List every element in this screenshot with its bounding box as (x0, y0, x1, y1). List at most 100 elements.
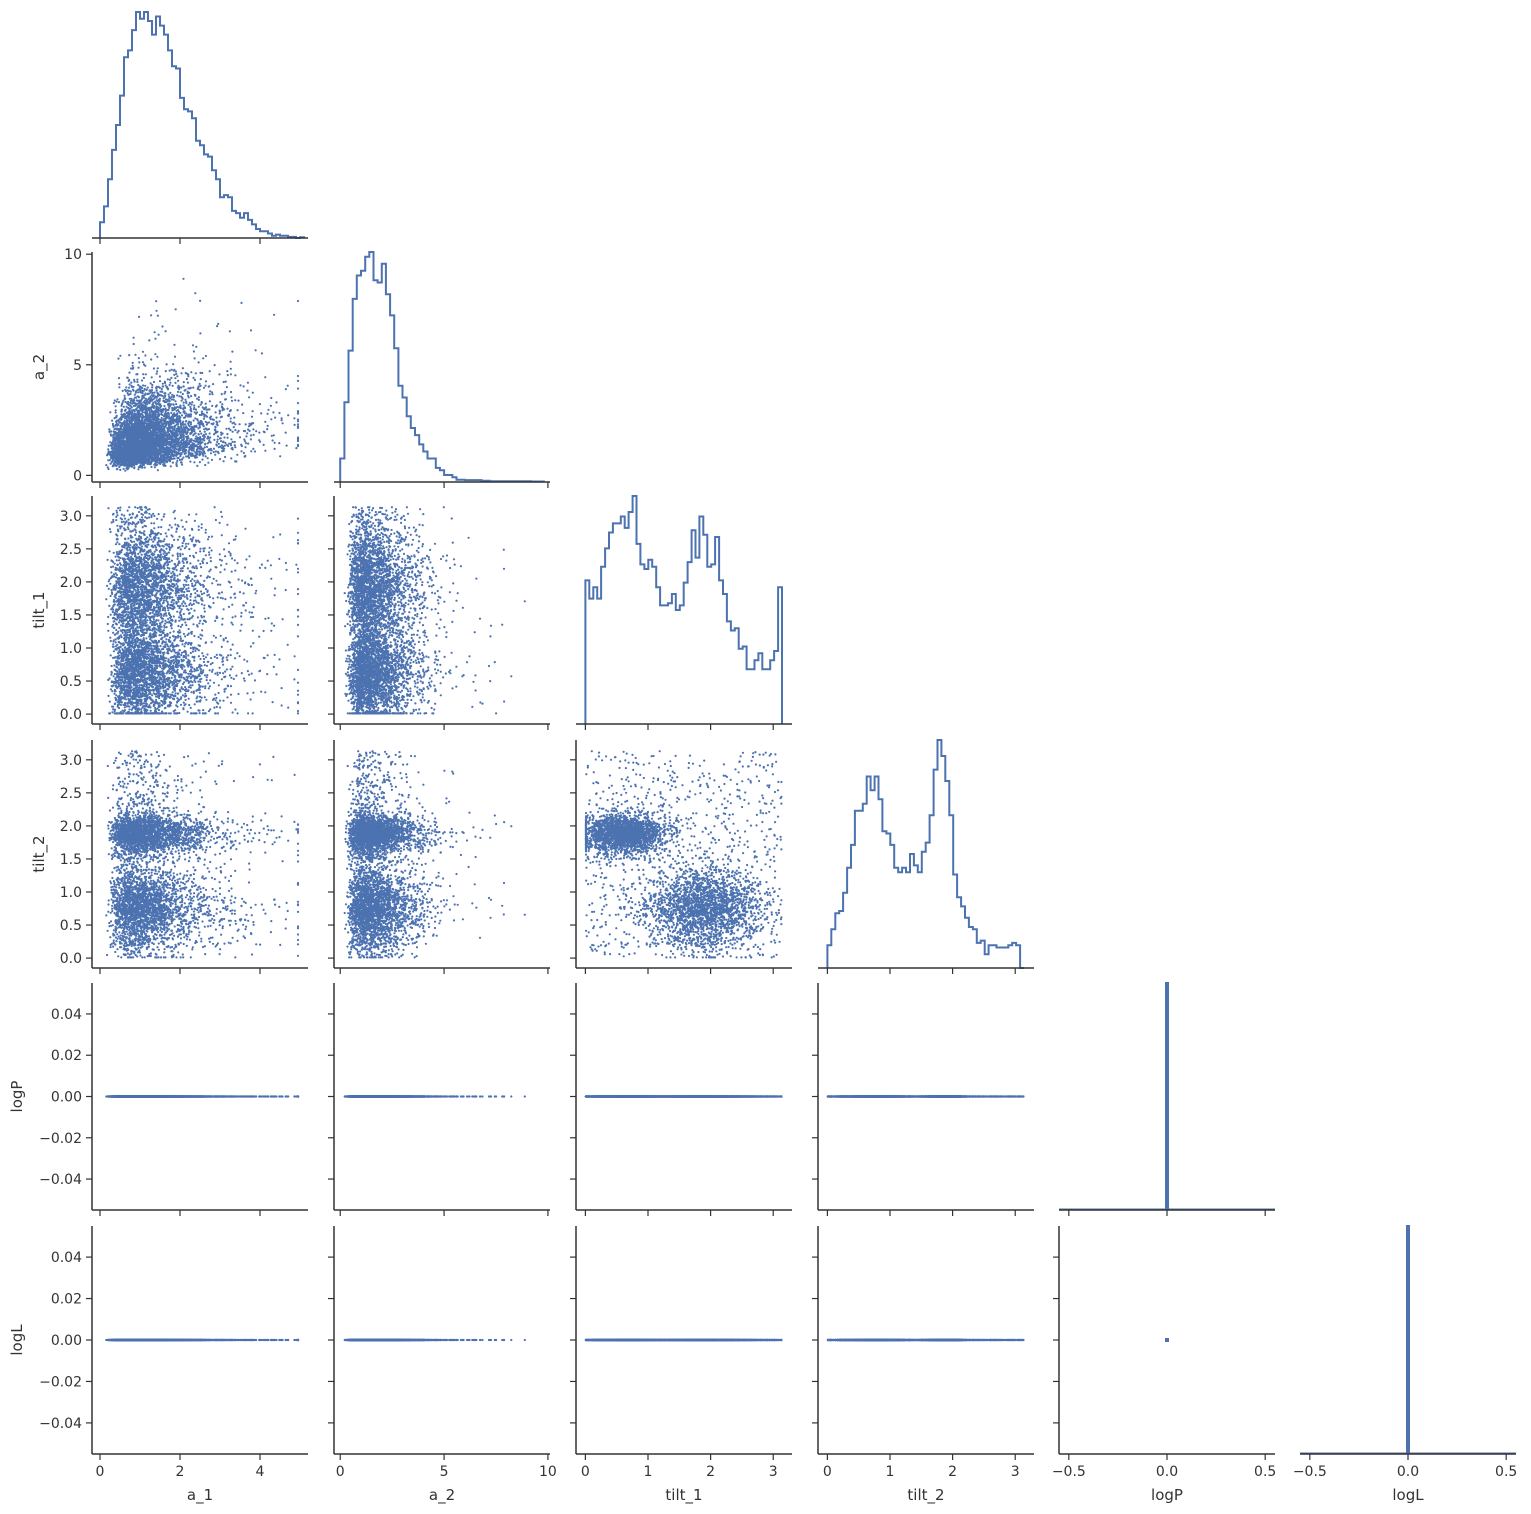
scatter-point (130, 385, 132, 387)
scatter-point (124, 435, 126, 437)
scatter-point (134, 394, 136, 396)
scatter-point (148, 339, 150, 341)
scatter-point (185, 444, 187, 446)
scatter-point (137, 419, 139, 421)
scatter-point (143, 377, 145, 379)
scatter-point (239, 423, 241, 425)
scatter-point (127, 394, 129, 396)
scatter-point (164, 408, 166, 410)
scatter-point (198, 433, 200, 435)
scatter-point (146, 440, 148, 442)
scatter-point (166, 409, 168, 411)
scatter-point (218, 373, 220, 375)
scatter-point (183, 385, 185, 387)
scatter-point (173, 399, 175, 401)
scatter-point (176, 375, 178, 377)
scatter-point (221, 450, 223, 452)
scatter-point (141, 434, 143, 436)
scatter-point (180, 425, 182, 427)
scatter-point (132, 419, 134, 421)
scatter-point (230, 391, 232, 393)
scatter-point (150, 463, 152, 465)
scatter-point (147, 425, 149, 427)
scatter-point (133, 467, 135, 469)
scatter-point (176, 412, 178, 414)
scatter-point (172, 414, 174, 416)
scatter-point (108, 445, 110, 447)
scatter-point (169, 447, 171, 449)
scatter-point (230, 457, 232, 459)
scatter-point (165, 413, 167, 415)
scatter-point (133, 390, 135, 392)
scatter-point (297, 375, 299, 377)
scatter-point (275, 401, 277, 403)
scatter-point (198, 399, 200, 401)
scatter-point (122, 390, 124, 392)
scatter-point (234, 441, 236, 443)
scatter-point (201, 401, 203, 403)
scatter-point (136, 438, 138, 440)
scatter-point (141, 390, 143, 392)
scatter-point (215, 421, 217, 423)
scatter-point (133, 343, 135, 345)
scatter-point (294, 424, 296, 426)
scatter-point (134, 397, 136, 399)
scatter-point (115, 405, 117, 407)
scatter-point (118, 383, 120, 385)
scatter-point (205, 433, 207, 435)
scatter-point (230, 368, 232, 370)
scatter-point (297, 425, 299, 427)
scatter-point (169, 382, 171, 384)
scatter-point (185, 372, 187, 374)
scatter-point (145, 456, 147, 458)
scatter-point (230, 438, 232, 440)
scatter-point (201, 411, 203, 413)
scatter-point (142, 351, 144, 353)
scatter-point (176, 457, 178, 459)
scatter-point (154, 353, 156, 355)
scatter-point (138, 389, 140, 391)
scatter-point (285, 388, 287, 390)
scatter-point (221, 393, 223, 395)
scatter-point (255, 349, 257, 351)
scatter-point (190, 446, 192, 448)
scatter-point (144, 354, 146, 356)
scatter-point (137, 434, 139, 436)
scatter-point (141, 443, 143, 445)
scatter-point (198, 396, 200, 398)
scatter-point (124, 454, 126, 456)
scatter-point (118, 401, 120, 403)
scatter-point (126, 406, 128, 408)
scatter-point (136, 409, 138, 411)
scatter-point (193, 419, 195, 421)
scatter-point (170, 377, 172, 379)
scatter-point (124, 401, 126, 403)
scatter-point (171, 447, 173, 449)
scatter-point (135, 436, 137, 438)
scatter-point (197, 427, 199, 429)
scatter-point (174, 356, 176, 358)
scatter-point (157, 414, 159, 416)
scatter-point (137, 468, 139, 470)
scatter-point (145, 419, 147, 421)
scatter-point (133, 450, 135, 452)
scatter-point (141, 417, 143, 419)
scatter-point (127, 436, 129, 438)
scatter-point (192, 387, 194, 389)
scatter-point (124, 441, 126, 443)
scatter-point (200, 378, 202, 380)
scatter-point (117, 358, 119, 360)
scatter-point (173, 404, 175, 406)
scatter-point (123, 406, 125, 408)
scatter-point (229, 410, 231, 412)
scatter-point (194, 417, 196, 419)
scatter-point (183, 448, 185, 450)
scatter-point (151, 384, 153, 386)
scatter-point (108, 428, 110, 430)
scatter-point (156, 411, 158, 413)
scatter-point (148, 442, 150, 444)
scatter-point (175, 308, 177, 310)
scatter-point (264, 376, 266, 378)
scatter-point (106, 454, 108, 456)
scatter-point (128, 372, 130, 374)
